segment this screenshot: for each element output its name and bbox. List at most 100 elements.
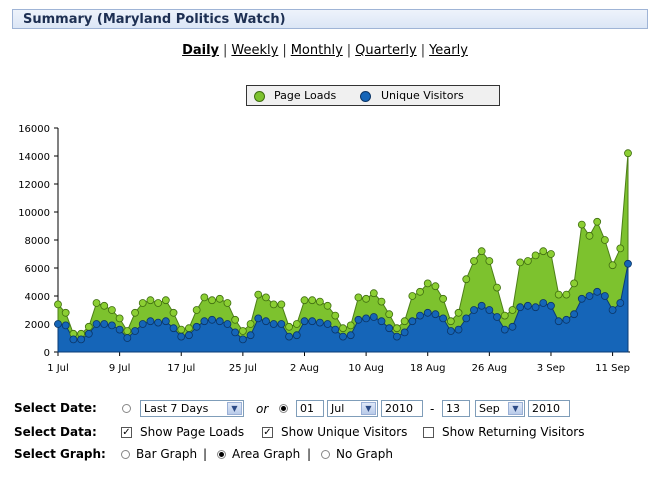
x-tick-label: 10 Aug: [348, 363, 383, 374]
unique-visitors-point: [300, 317, 309, 326]
to-month-select[interactable]: Sep ▼: [475, 400, 525, 417]
preset-date-value: Last 7 Days: [144, 402, 209, 415]
select-data-label: Select Data:: [14, 425, 97, 439]
chart-legend: Page Loads Unique Visitors: [246, 85, 500, 106]
area-graph-label: Area Graph: [232, 447, 301, 461]
page-loads-point: [108, 306, 116, 314]
page-loads-point: [585, 231, 594, 240]
area-graph-radio[interactable]: [217, 450, 226, 459]
preset-date-radio[interactable]: [122, 404, 131, 413]
period-monthly-link[interactable]: Monthly: [290, 43, 343, 58]
unique-visitors-point: [477, 301, 486, 310]
no-graph-radio[interactable]: [321, 450, 330, 459]
page-loads-point: [393, 324, 401, 333]
unique-visitors-point: [238, 335, 247, 344]
page-loads-point: [92, 299, 101, 307]
unique-visitors-point: [308, 317, 317, 326]
page-loads-point: [269, 300, 278, 309]
page-loads-point: [215, 294, 224, 303]
traffic-area-chart: 0 2000 4000 6000 8000 10000 12000 14000 16000 1 J…: [18, 124, 632, 374]
from-year-input[interactable]: 2010: [381, 400, 423, 417]
unique-visitors-point: [377, 317, 386, 326]
preset-date-select[interactable]: Last 7 Days ▼: [140, 400, 244, 417]
page-loads-point: [292, 320, 301, 328]
to-month-value: Sep: [479, 402, 500, 415]
page-loads-point: [446, 317, 455, 326]
page-loads-point: [408, 292, 417, 300]
page-loads-point: [416, 287, 424, 296]
unique-visitors-point: [508, 322, 517, 331]
unique-visitors-point: [200, 317, 209, 326]
page-loads-point: [323, 301, 332, 310]
select-graph-label: Select Graph:: [14, 447, 106, 461]
unique-visitors-point: [470, 306, 478, 314]
unique-visitors-point: [169, 324, 178, 333]
unique-visitors-point: [208, 315, 216, 324]
page-loads-point: [624, 149, 632, 158]
page-title: Summary (Maryland Politics Watch): [23, 12, 286, 27]
page-loads-point: [61, 308, 70, 317]
x-tick-label: 1 Jul: [47, 363, 69, 374]
from-month-select[interactable]: Jul ▼: [327, 400, 378, 417]
unique-visitors-point: [69, 335, 78, 344]
unique-visitors-point: [131, 327, 139, 335]
unique-visitors-point: [416, 311, 424, 320]
page-loads-point: [454, 308, 463, 317]
show-unique-visitors-checkbox[interactable]: ✓: [262, 427, 273, 438]
unique-visitors-point: [108, 321, 116, 330]
bar-graph-radio[interactable]: [121, 450, 130, 459]
to-day-input[interactable]: 13: [442, 400, 470, 417]
page-loads-point: [523, 257, 532, 265]
unique-visitors-point: [61, 321, 70, 330]
unique-visitors-point: [331, 325, 340, 334]
unique-visitors-point: [315, 318, 324, 327]
period-yearly-link[interactable]: Yearly: [429, 43, 468, 58]
from-day-input[interactable]: 01: [296, 400, 324, 417]
page-loads-point: [600, 236, 609, 244]
show-returning-visitors-checkbox[interactable]: [423, 427, 434, 438]
unique-visitors-point: [369, 313, 378, 321]
page-loads-point: [570, 279, 578, 288]
unique-visitors-point: [593, 287, 602, 296]
y-tick-label: 16000: [18, 124, 50, 135]
unique-visitors-point: [393, 332, 401, 341]
show-page-loads-checkbox[interactable]: ✓: [121, 427, 132, 438]
show-returning-visitors-label: Show Returning Visitors: [442, 425, 585, 439]
page-loads-point: [339, 324, 347, 333]
custom-date-radio[interactable]: [279, 404, 288, 413]
to-year-input[interactable]: 2010: [528, 400, 570, 417]
unique-visitors-point: [254, 314, 263, 323]
chevron-down-icon: ▼: [508, 402, 523, 415]
page-loads-point: [208, 296, 216, 305]
page-loads-point: [185, 324, 193, 333]
page-loads-point: [300, 296, 309, 305]
unique-visitors-point: [570, 310, 578, 319]
unique-visitors-point: [539, 299, 548, 307]
unique-visitors-point: [161, 317, 170, 326]
page-loads-point: [400, 317, 409, 326]
unique-visitors-point: [431, 310, 440, 319]
period-quarterly-link[interactable]: Quarterly: [355, 43, 417, 58]
page-loads-point: [169, 308, 178, 317]
unique-visitors-point: [493, 313, 501, 321]
y-tick-label: 8000: [25, 236, 50, 247]
unique-visitors-point: [346, 331, 355, 340]
unique-visitors-point: [554, 317, 563, 326]
period-weekly-link[interactable]: Weekly: [231, 43, 279, 58]
unique-visitors-point: [439, 314, 448, 323]
bar-graph-label: Bar Graph: [136, 447, 198, 461]
page-loads-point: [616, 244, 625, 253]
unique-visitors-point: [292, 331, 301, 340]
unique-visitors-point: [547, 301, 555, 310]
unique-visitors-point: [485, 306, 494, 314]
page-loads-point: [331, 311, 340, 320]
unique-visitors-point: [600, 292, 609, 300]
page-loads-point: [100, 301, 109, 310]
page-loads-point: [161, 296, 170, 305]
page-loads-point: [123, 327, 132, 335]
period-daily-link[interactable]: Daily: [182, 43, 220, 58]
graph-separator: |: [203, 447, 208, 461]
page-loads-point: [131, 308, 139, 317]
page-loads-point: [539, 247, 548, 256]
unique-visitors-point: [92, 320, 101, 328]
